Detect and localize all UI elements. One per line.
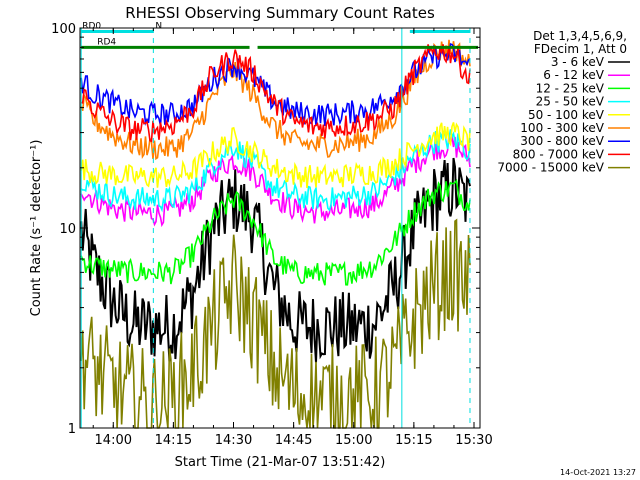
y-tick-label: 10	[59, 222, 76, 237]
legend-label: 7000 - 15000 keV	[497, 161, 604, 175]
x-tick-label: 14:45	[275, 433, 312, 448]
series-line-7000-15000-kev	[80, 218, 471, 429]
x-tick-label: 14:30	[215, 433, 252, 448]
series-line-50-100-kev	[80, 122, 471, 189]
chart-title: RHESSI Observing Summary Count Rates	[125, 4, 435, 22]
series-layer	[80, 39, 471, 429]
y-tick-label: 100	[51, 22, 76, 37]
series-line-3-6-kev	[80, 157, 471, 363]
x-tick-label: 15:30	[455, 433, 492, 448]
legend-header: Det 1,3,4,5,6,9,	[533, 29, 627, 43]
y-tick-label: 1	[68, 422, 76, 437]
legend-label: 25 - 50 keV	[536, 95, 605, 109]
state-bars: RD0 N RD4	[80, 22, 478, 428]
state-label-rd4: RD4	[97, 37, 116, 47]
axes: 14:00 14:15 14:30 14:45 15:00 15:15 15:30 1 10 10…	[51, 22, 493, 448]
x-tick-label: 14:00	[95, 433, 132, 448]
state-label-rd0: RD0	[82, 22, 101, 32]
x-tick-label: 15:15	[395, 433, 432, 448]
series-line-12-25-kev	[80, 178, 471, 286]
x-tick-label: 14:15	[155, 433, 192, 448]
legend-label: 100 - 300 keV	[520, 121, 604, 135]
legend-label: 3 - 6 keV	[551, 55, 605, 69]
legend-label: 6 - 12 keV	[543, 68, 605, 82]
series-line-100-300-kev	[80, 39, 471, 161]
timestamp: 14-Oct-2021 13:27	[560, 468, 636, 477]
legend-label: 800 - 7000 keV	[513, 147, 605, 161]
y-axis-label: Count Rate (s⁻¹ detector⁻¹)	[29, 140, 44, 317]
x-tick-label: 15:00	[335, 433, 372, 448]
legend-header: FDecim 1, Att 0	[534, 42, 627, 56]
legend-label: 300 - 800 keV	[520, 134, 604, 148]
x-axis-label: Start Time (21-Mar-07 13:51:42)	[175, 455, 386, 470]
state-label-n: N	[155, 22, 162, 32]
series-line-25-50-kev	[80, 127, 471, 213]
legend-label: 12 - 25 keV	[536, 81, 605, 95]
legend-label: 50 - 100 keV	[528, 108, 605, 122]
legend: Det 1,3,4,5,6,9,FDecim 1, Att 03 - 6 keV…	[497, 29, 630, 175]
series-line-800-7000-kev	[80, 44, 471, 143]
